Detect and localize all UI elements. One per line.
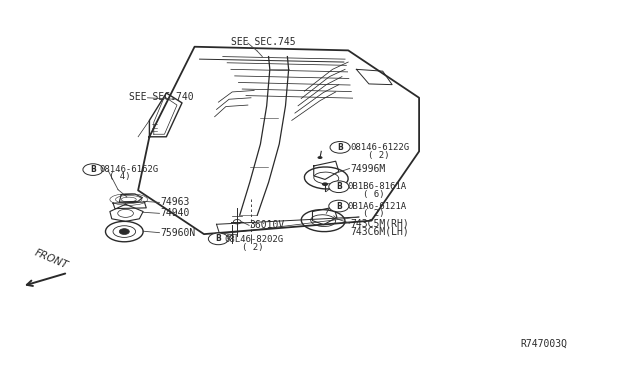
Text: FRONT: FRONT <box>33 247 70 270</box>
Text: B: B <box>216 234 221 243</box>
Text: B: B <box>90 165 96 174</box>
Circle shape <box>119 229 129 234</box>
Text: 08146-6122G: 08146-6122G <box>350 143 409 152</box>
Text: 08146-6162G: 08146-6162G <box>99 165 158 174</box>
Circle shape <box>322 182 328 186</box>
Text: ( 6): ( 6) <box>364 190 385 199</box>
Text: 743C5M(RH): 743C5M(RH) <box>350 218 409 228</box>
Text: 0B1B6-8161A: 0B1B6-8161A <box>347 182 406 191</box>
Text: SEE SEC.740: SEE SEC.740 <box>129 92 193 102</box>
Circle shape <box>83 164 103 176</box>
Text: B: B <box>336 202 342 211</box>
Text: R747003Q: R747003Q <box>521 339 568 349</box>
Text: 74963: 74963 <box>160 198 189 208</box>
Text: 08L46-8202G: 08L46-8202G <box>225 235 284 244</box>
Text: ( 2): ( 2) <box>242 243 263 252</box>
Text: ( 2): ( 2) <box>367 151 389 160</box>
Circle shape <box>329 181 349 193</box>
Circle shape <box>317 156 323 159</box>
Text: 743C6M(LH): 743C6M(LH) <box>350 227 409 237</box>
Text: B: B <box>336 182 342 191</box>
Circle shape <box>330 141 350 153</box>
Text: 74940: 74940 <box>160 208 189 218</box>
Text: ( 4): ( 4) <box>109 172 130 182</box>
Text: ( 2): ( 2) <box>364 209 385 218</box>
Text: 75960N: 75960N <box>160 228 195 238</box>
Circle shape <box>329 200 349 212</box>
Text: B: B <box>337 143 343 152</box>
Text: 36010V: 36010V <box>250 220 285 230</box>
Circle shape <box>209 233 228 245</box>
Text: 0B1A6-6121A: 0B1A6-6121A <box>347 202 406 211</box>
Text: 74996M: 74996M <box>350 164 385 173</box>
Text: SEE SEC.745: SEE SEC.745 <box>231 37 296 47</box>
